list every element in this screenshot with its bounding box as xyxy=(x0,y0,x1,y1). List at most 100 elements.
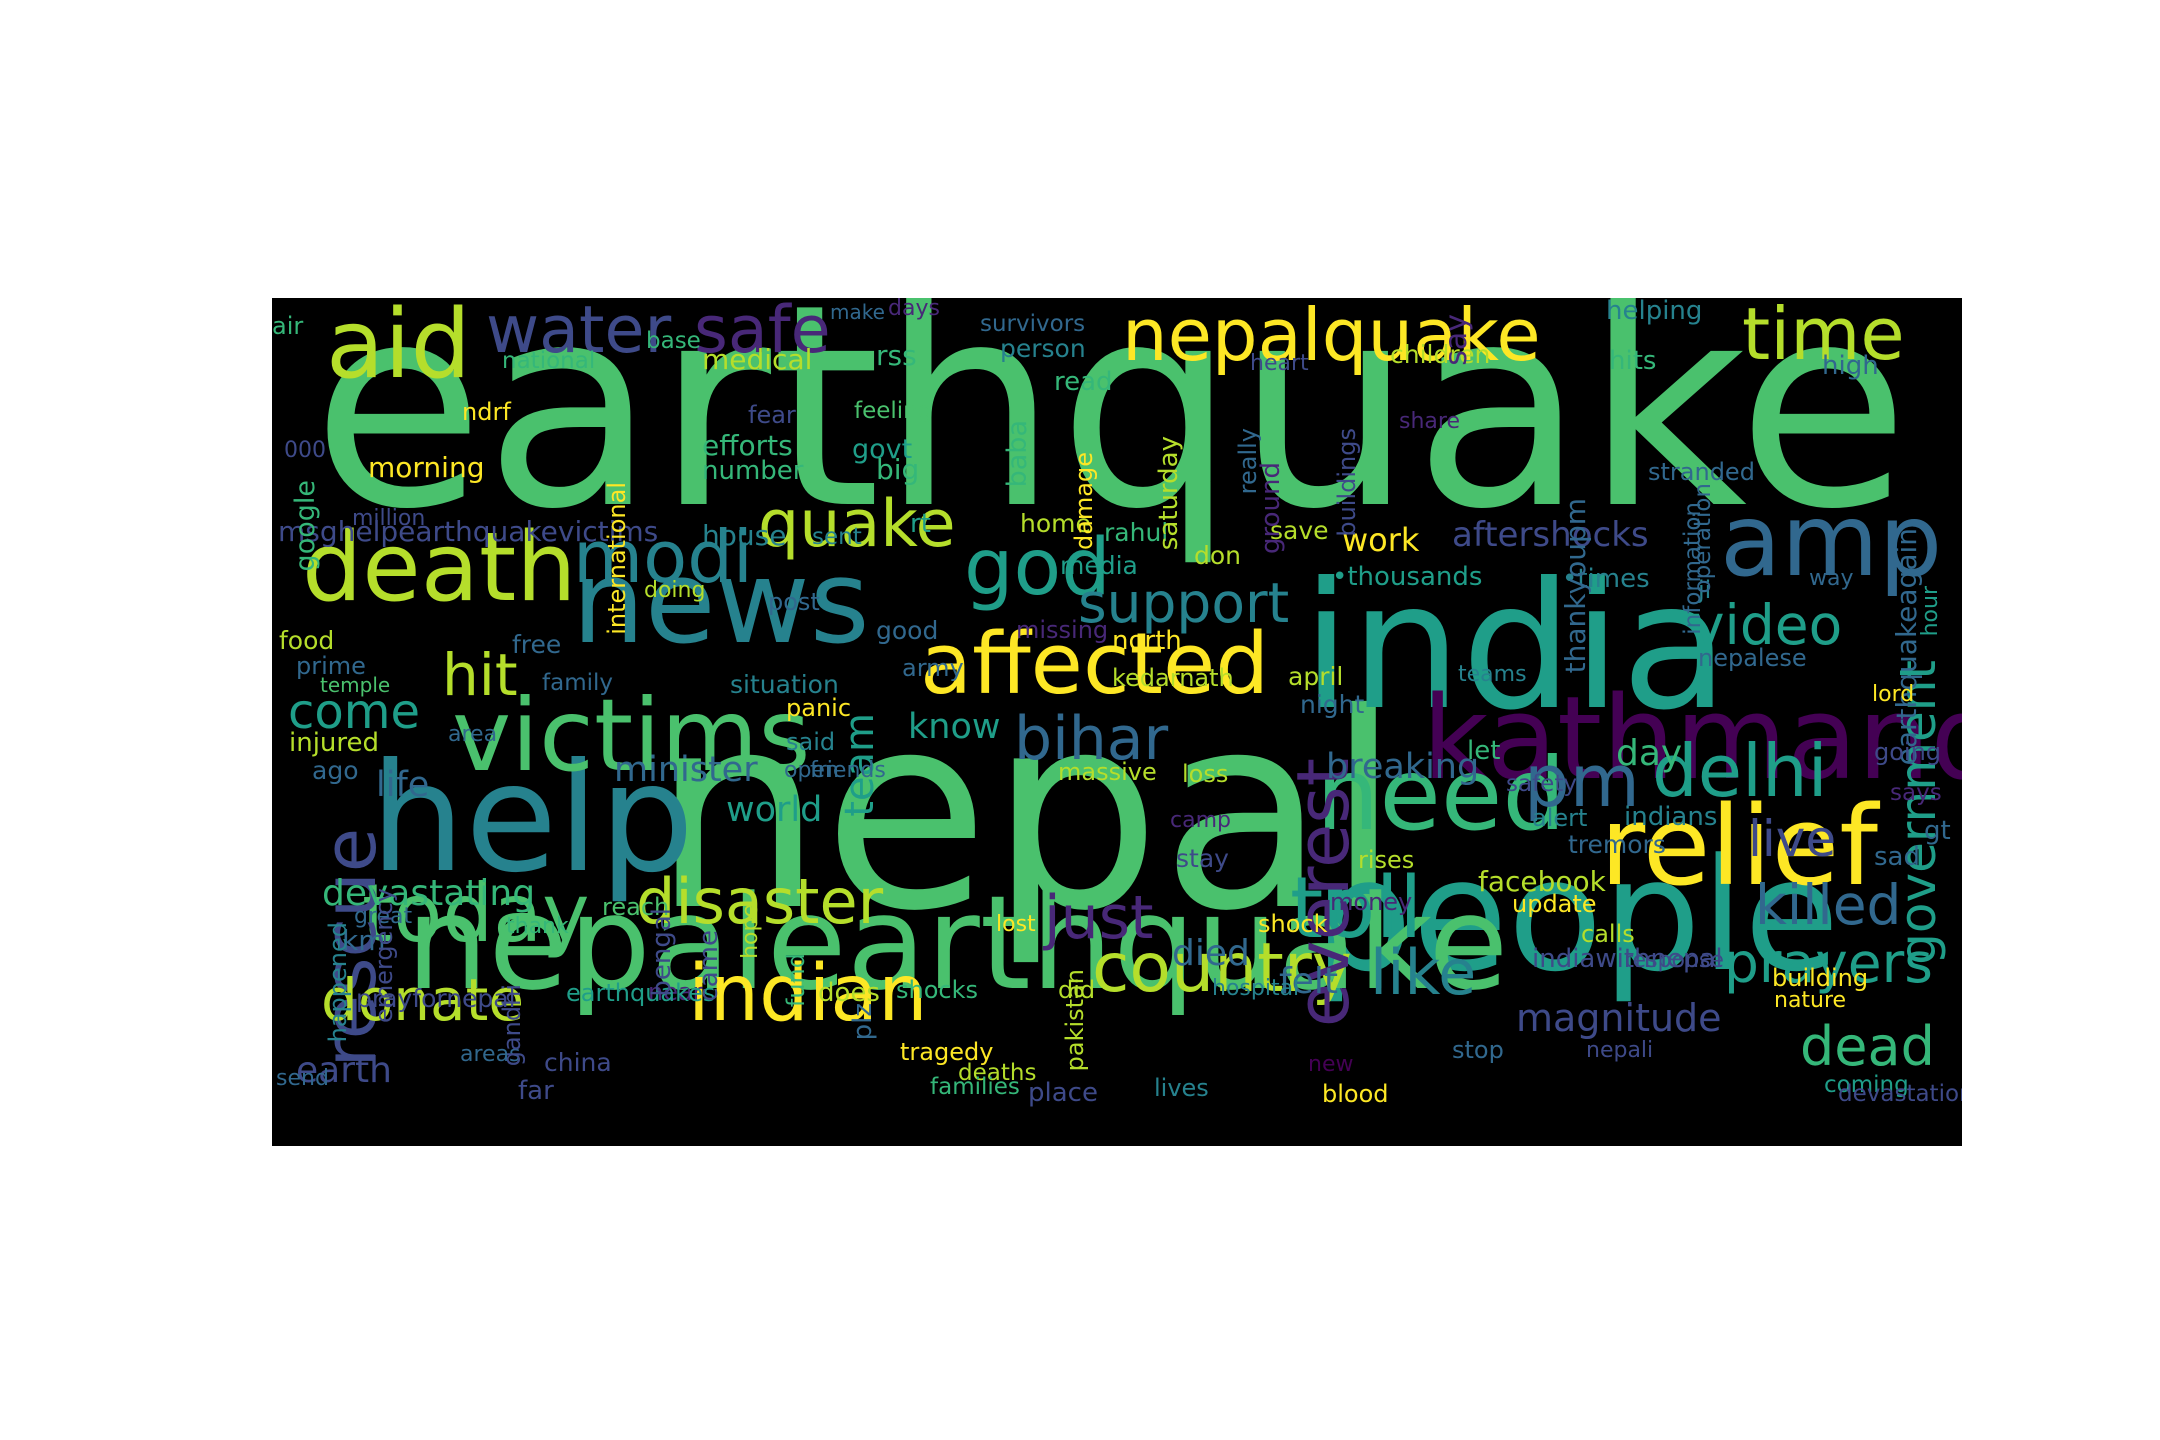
cloud-word: earthquakes xyxy=(566,979,716,1007)
cloud-word: response xyxy=(1624,948,1724,973)
cloud-word: prayfornepal xyxy=(356,984,516,1013)
cloud-word: massive xyxy=(1058,758,1157,786)
cloud-word: north xyxy=(1112,626,1182,656)
cloud-word: gandhi xyxy=(498,984,526,1067)
cloud-word: says xyxy=(1890,780,1942,806)
cloud-word: information xyxy=(1680,502,1706,635)
cloud-word: save xyxy=(1270,516,1329,545)
cloud-word: felt xyxy=(1279,961,1338,1002)
cloud-word: google xyxy=(290,480,321,572)
cloud-word: pakistan xyxy=(1061,969,1089,1072)
cloud-word: army xyxy=(902,654,964,682)
cloud-word: make xyxy=(830,300,885,324)
cloud-word: death xyxy=(302,513,577,623)
cloud-word: big xyxy=(876,453,920,486)
cloud-word: msghelpearthquakevictims xyxy=(278,515,659,548)
cloud-word: died xyxy=(1172,933,1250,974)
cloud-word: water xyxy=(486,298,672,368)
cloud-word: earthquakeagain xyxy=(1890,528,1923,766)
cloud-word: indian xyxy=(688,949,928,1039)
cloud-word: panic xyxy=(786,694,852,722)
cloud-word: great xyxy=(354,904,413,929)
cloud-word: helping xyxy=(1606,298,1703,326)
cloud-word: don xyxy=(1194,541,1242,570)
cloud-word: relief xyxy=(1600,782,1879,910)
cloud-word: time xyxy=(1742,298,1905,376)
cloud-word: nature xyxy=(1774,988,1847,1013)
cloud-word: doing xyxy=(644,578,706,603)
cloud-word: camp xyxy=(1170,808,1231,833)
cloud-word: breaking xyxy=(1326,747,1480,787)
cloud-word: tragedy xyxy=(900,1038,994,1066)
cloud-word: hit xyxy=(442,641,518,709)
cloud-word: prayers xyxy=(1724,931,1933,995)
cloud-word: lord xyxy=(1872,682,1915,707)
cloud-word: shocks xyxy=(896,976,978,1004)
cloud-word: hospital xyxy=(1212,976,1300,1001)
cloud-word: stay xyxy=(1176,844,1229,873)
cloud-word: home xyxy=(1020,509,1091,538)
cloud-word: media xyxy=(1060,551,1138,580)
cloud-word: •times xyxy=(1562,564,1650,594)
cloud-word: baba xyxy=(1002,420,1033,488)
cloud-word: post xyxy=(768,588,820,616)
cloud-word: deaths xyxy=(958,1060,1037,1086)
cloud-word: sent xyxy=(812,524,862,550)
cloud-word: teams xyxy=(1458,662,1527,687)
cloud-word: affected xyxy=(920,615,1270,714)
cloud-word: nepal xyxy=(652,655,1402,970)
cloud-word: saturday xyxy=(1154,436,1184,551)
cloud-word: bengal xyxy=(647,908,677,997)
cloud-word: lives xyxy=(1154,1074,1209,1102)
cloud-word: magnitude xyxy=(1516,996,1722,1040)
cloud-word: nepalearthquake xyxy=(406,867,1509,1019)
cloud-word: toll xyxy=(1290,859,1423,958)
cloud-word: money xyxy=(1330,888,1413,916)
cloud-word: area xyxy=(448,722,498,747)
cloud-word: friends xyxy=(810,758,886,783)
cloud-word: fund xyxy=(782,953,810,1008)
cloud-word: just xyxy=(1044,883,1154,953)
cloud-word: ago xyxy=(312,756,359,785)
cloud-word: feeling xyxy=(854,398,933,424)
cloud-word: indiawithnepal xyxy=(1532,944,1723,974)
cloud-word: way xyxy=(1809,566,1854,591)
cloud-word: nepalquake xyxy=(1122,298,1541,377)
cloud-word: victims xyxy=(452,677,811,794)
cloud-word: shock xyxy=(1258,910,1328,938)
cloud-word: tremors xyxy=(1568,830,1666,859)
cloud-word: hope xyxy=(738,904,763,959)
cloud-word: read xyxy=(1054,367,1113,397)
cloud-word: country xyxy=(1092,929,1353,1008)
cloud-word: situation xyxy=(730,670,839,699)
cloud-word: rss xyxy=(876,339,917,372)
cloud-word: need xyxy=(1316,736,1566,853)
cloud-word: open xyxy=(784,758,839,783)
cloud-word: kathmandu xyxy=(1422,672,1962,806)
cloud-word: efforts xyxy=(702,429,793,462)
cloud-word: families xyxy=(930,1074,1020,1100)
cloud-word: days xyxy=(888,298,940,321)
cloud-word: place xyxy=(1028,1078,1098,1108)
cloud-word: day xyxy=(1616,733,1683,774)
cloud-word: came xyxy=(694,930,724,1002)
cloud-word: disaster xyxy=(636,865,884,938)
cloud-word: missing xyxy=(1016,616,1109,644)
cloud-word: alert xyxy=(1532,804,1588,832)
cloud-word: live xyxy=(1748,810,1837,868)
cloud-word: life xyxy=(376,765,430,805)
cloud-word: ndrf xyxy=(462,398,511,426)
cloud-word: areas xyxy=(460,1042,521,1067)
cloud-word: april xyxy=(1288,662,1344,691)
cloud-word: share xyxy=(1399,409,1460,434)
cloud-word: night xyxy=(1300,690,1365,719)
cloud-word: ji xyxy=(1698,576,1712,604)
cloud-word: work xyxy=(1342,521,1420,559)
cloud-word: rahul xyxy=(1104,518,1169,547)
cloud-word: delhi xyxy=(1652,729,1828,813)
cloud-word: facebook xyxy=(1478,865,1606,898)
cloud-word: god xyxy=(964,523,1111,613)
cloud-word: earthquake xyxy=(312,298,1910,571)
cloud-word: emergency xyxy=(370,888,398,1023)
cloud-word: happened xyxy=(324,922,352,1043)
